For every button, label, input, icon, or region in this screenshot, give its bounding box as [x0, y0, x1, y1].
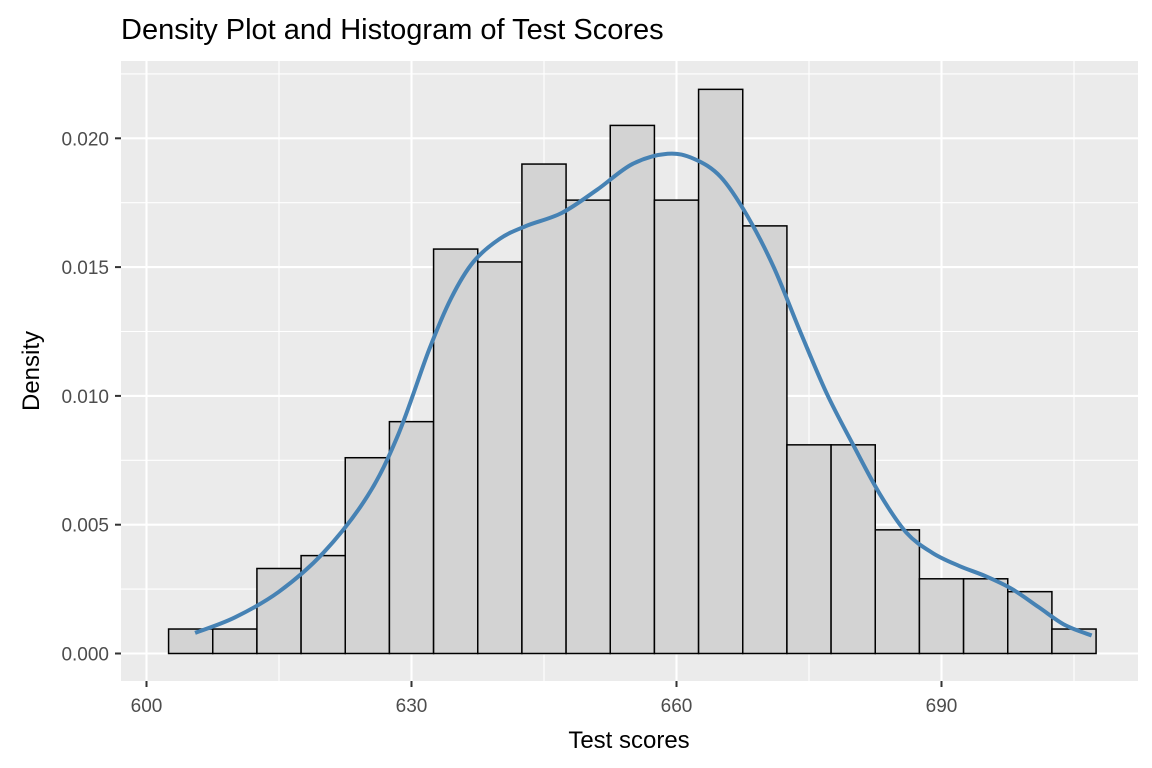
histogram-bar-15 — [830, 444, 876, 655]
histogram-bar-9 — [565, 199, 611, 655]
histogram-bar-4 — [344, 456, 391, 655]
histogram-bar-13 — [741, 225, 788, 655]
x-axis: 600 630 660 690 — [131, 681, 958, 717]
histogram-bar-10 — [609, 124, 656, 655]
histogram-bars — [167, 88, 1097, 655]
x-axis-title: Test scores — [568, 727, 689, 754]
histogram-bar-16 — [874, 529, 921, 655]
y-tick-label-2: 0.010 — [61, 387, 109, 408]
histogram-bar-6 — [432, 248, 479, 655]
x-tick-label-0: 600 — [131, 696, 163, 717]
chart-title: Density Plot and Histogram of Test Score… — [121, 14, 664, 46]
x-tick-label-3: 690 — [926, 696, 958, 717]
density-curve — [194, 151, 1093, 638]
histogram-bar-8 — [521, 163, 567, 655]
histogram-bar-11 — [653, 199, 700, 655]
histogram-bar-7 — [476, 261, 523, 655]
histogram-bar-1 — [211, 628, 258, 655]
x-tick-label-1: 630 — [396, 696, 428, 717]
y-tick-label-3: 0.015 — [61, 258, 109, 279]
y-axis: 0.000 0.005 0.010 0.015 0.020 — [61, 129, 121, 666]
histogram-bar-18 — [962, 578, 1009, 655]
y-tick-label-0: 0.000 — [61, 645, 109, 666]
x-tick-label-2: 660 — [661, 696, 693, 717]
histogram-bar-5 — [388, 420, 435, 655]
y-tick-label-1: 0.005 — [61, 516, 109, 537]
y-tick-label-4: 0.020 — [61, 129, 109, 150]
histogram-bar-14 — [786, 444, 832, 655]
histogram-bar-12 — [697, 88, 744, 655]
histogram-bar-0 — [167, 628, 214, 655]
y-axis-title: Density — [18, 331, 45, 411]
histogram-bar-17 — [918, 578, 965, 655]
